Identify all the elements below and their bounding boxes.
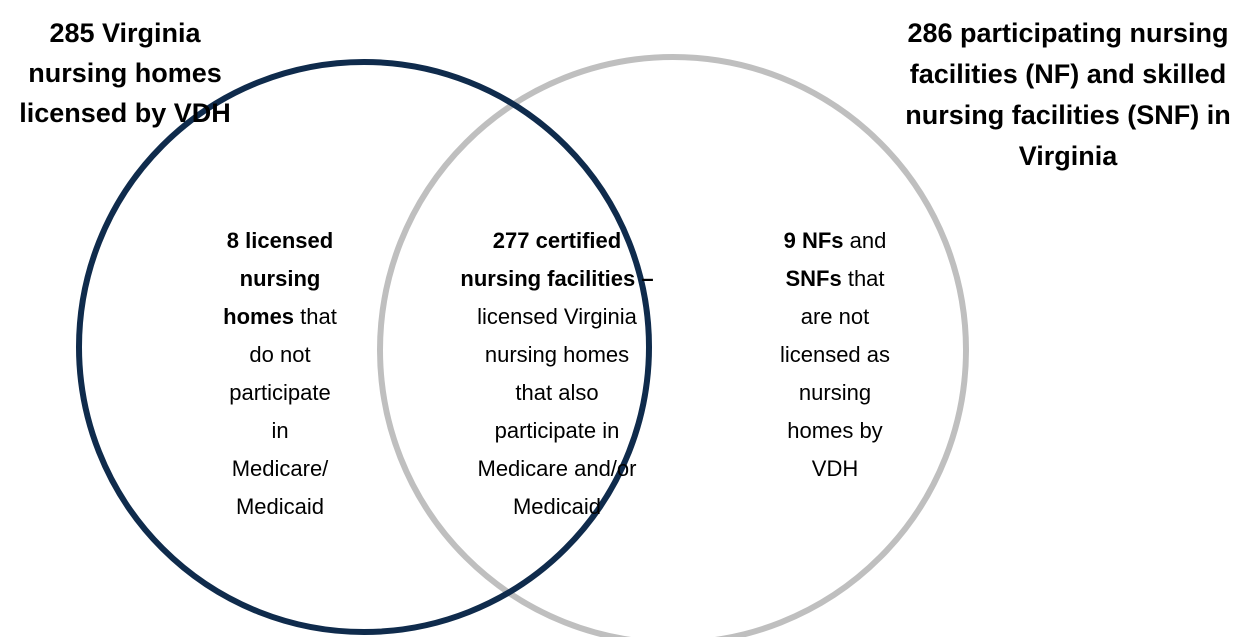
region-text: Medicaid xyxy=(513,494,601,519)
region-text: licensed Virginia xyxy=(477,304,638,329)
region-text: homes that xyxy=(223,304,337,329)
text-run: 9 NFs xyxy=(784,228,844,253)
region-text: in xyxy=(271,418,288,443)
set-label: licensed by VDH xyxy=(19,98,231,128)
region-text: participate in xyxy=(495,418,620,443)
text-run: that xyxy=(842,266,885,291)
text-run: in xyxy=(271,418,288,443)
text-run: homes by xyxy=(787,418,882,443)
region-text: 8 licensed xyxy=(227,228,333,253)
text-run: homes xyxy=(223,304,294,329)
right-set-circle xyxy=(377,54,969,637)
text-run: are not xyxy=(801,304,870,329)
text-run: licensed as xyxy=(780,342,890,367)
region-text: nursing xyxy=(799,380,871,405)
set-label: Virginia xyxy=(1019,141,1119,171)
set-label: 286 participating nursing xyxy=(907,18,1228,48)
text-run: licensed Virginia xyxy=(477,304,638,329)
region-text: do not xyxy=(249,342,310,367)
text-run: that also xyxy=(515,380,598,405)
region-text: are not xyxy=(801,304,870,329)
text-run: Medicare and/or xyxy=(478,456,637,481)
region-text: VDH xyxy=(812,456,858,481)
set-label: facilities (NF) and skilled xyxy=(910,59,1227,89)
left-set-circle xyxy=(76,59,652,635)
region-text: nursing homes xyxy=(485,342,629,367)
text-run: nursing xyxy=(240,266,321,291)
region-text: licensed as xyxy=(780,342,890,367)
region-text: participate xyxy=(229,380,331,405)
text-run: SNFs xyxy=(785,266,841,291)
text-run: participate xyxy=(229,380,331,405)
text-run: 277 certified xyxy=(493,228,621,253)
text-run: Medicare/ xyxy=(232,456,329,481)
text-run: and xyxy=(844,228,887,253)
text-run: nursing xyxy=(799,380,871,405)
region-text: Medicare and/or xyxy=(478,456,637,481)
region-text: Medicaid xyxy=(236,494,324,519)
text-run: 8 licensed xyxy=(227,228,333,253)
region-text: nursing xyxy=(240,266,321,291)
text-run: participate in xyxy=(495,418,620,443)
text-run: – xyxy=(635,266,653,291)
region-text: SNFs that xyxy=(785,266,884,291)
text-run: nursing facilities xyxy=(460,266,635,291)
region-text: that also xyxy=(515,380,598,405)
text-run: Medicaid xyxy=(236,494,324,519)
region-text: 277 certified xyxy=(493,228,621,253)
set-label: 285 Virginia xyxy=(49,18,201,48)
text-run: that xyxy=(294,304,337,329)
text-run: VDH xyxy=(812,456,858,481)
set-label: nursing homes xyxy=(28,58,222,88)
region-text: Medicare/ xyxy=(232,456,329,481)
region-text: nursing facilities – xyxy=(460,266,653,291)
text-run: Medicaid xyxy=(513,494,601,519)
text-run: do not xyxy=(249,342,310,367)
region-text: 9 NFs and xyxy=(784,228,887,253)
region-text: homes by xyxy=(787,418,882,443)
set-label: nursing facilities (SNF) in xyxy=(905,100,1231,130)
text-run: nursing homes xyxy=(485,342,629,367)
